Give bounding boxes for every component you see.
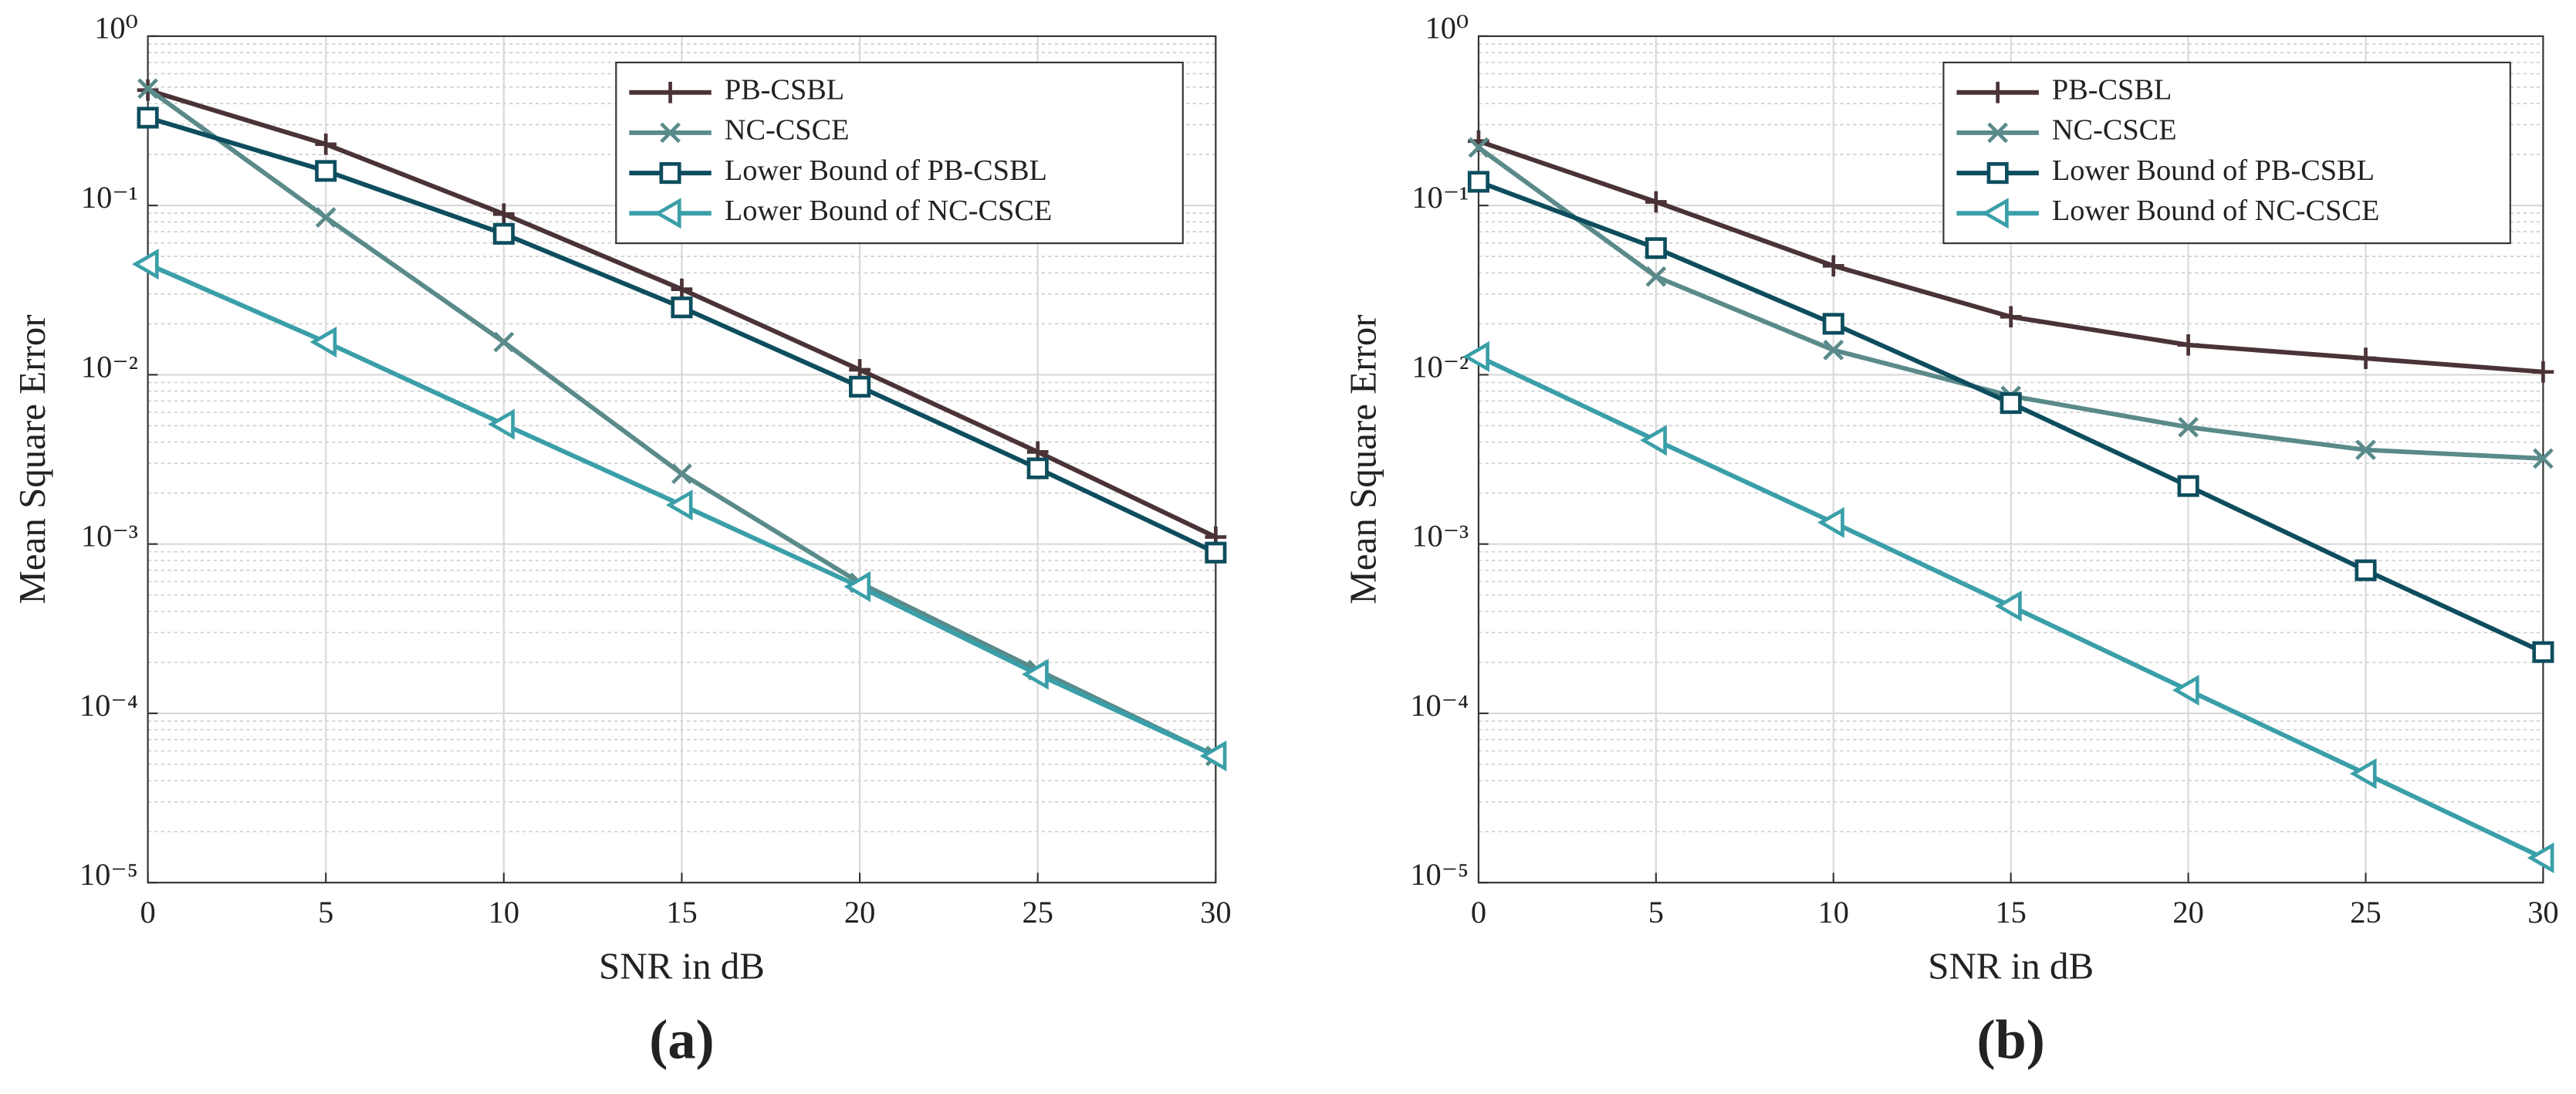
y-tick-label: 10⁻² bbox=[81, 349, 138, 384]
marker bbox=[315, 207, 336, 228]
x-tick-label: 15 bbox=[666, 895, 697, 930]
legend-label: Lower Bound of NC-CSCE bbox=[2052, 195, 2379, 227]
marker bbox=[1462, 340, 1489, 372]
x-tick-label: 20 bbox=[844, 895, 875, 930]
x-tick-label: 20 bbox=[2172, 895, 2203, 930]
x-tick-label: 25 bbox=[1022, 895, 1053, 930]
x-tick-label: 0 bbox=[1471, 895, 1486, 930]
x-tick-label: 30 bbox=[2527, 895, 2558, 930]
marker bbox=[2532, 641, 2554, 663]
marker bbox=[2000, 306, 2022, 328]
axes-box bbox=[147, 35, 1217, 884]
marker bbox=[1987, 122, 2009, 144]
marker bbox=[492, 222, 515, 245]
marker bbox=[2000, 392, 2022, 415]
y-tick-label: 10⁻¹ bbox=[1411, 180, 1469, 215]
legend-label: Lower Bound of PB-CSBL bbox=[725, 154, 1047, 187]
marker bbox=[1199, 740, 1227, 772]
y-tick-label: 10⁻⁵ bbox=[79, 857, 138, 892]
marker bbox=[2178, 416, 2199, 438]
x-tick-label: 10 bbox=[488, 895, 519, 930]
marker bbox=[1467, 171, 1489, 193]
y-tick-label: 10⁻⁵ bbox=[1410, 857, 1469, 892]
x-axis-label: SNR in dB bbox=[599, 944, 765, 987]
marker bbox=[1995, 591, 2022, 622]
marker bbox=[843, 571, 871, 602]
legend-label: PB-CSBL bbox=[2052, 74, 2172, 107]
marker bbox=[131, 249, 159, 280]
y-axis-label: Mean Square Error bbox=[1341, 314, 1384, 604]
x-tick-label: 10 bbox=[1818, 895, 1849, 930]
marker bbox=[1026, 457, 1049, 479]
legend-label: Lower Bound of NC-CSCE bbox=[725, 195, 1052, 227]
marker bbox=[2177, 475, 2199, 497]
marker bbox=[2177, 334, 2199, 356]
caption: (a) bbox=[649, 1009, 714, 1071]
marker bbox=[671, 296, 693, 319]
marker bbox=[671, 463, 692, 485]
marker bbox=[2355, 439, 2376, 461]
marker bbox=[1986, 81, 2009, 103]
caption: (b) bbox=[1976, 1009, 2044, 1071]
marker bbox=[1645, 237, 1667, 259]
marker bbox=[659, 81, 681, 103]
y-tick-label: 10⁻⁴ bbox=[1410, 688, 1469, 723]
y-tick-label: 10⁻² bbox=[1411, 349, 1469, 384]
marker bbox=[1817, 506, 1844, 538]
marker bbox=[2533, 448, 2554, 469]
marker bbox=[315, 160, 337, 182]
marker bbox=[660, 122, 681, 144]
marker bbox=[2527, 842, 2554, 874]
marker bbox=[1022, 659, 1049, 690]
marker bbox=[1822, 313, 1844, 335]
y-tick-label: 10⁻⁴ bbox=[79, 688, 138, 723]
legend-label: Lower Bound of PB-CSBL bbox=[2052, 154, 2375, 187]
marker bbox=[1640, 425, 1667, 456]
marker bbox=[654, 198, 681, 229]
legend-label: NC-CSCE bbox=[725, 114, 850, 147]
y-tick-label: 10⁰ bbox=[1425, 11, 1469, 46]
x-tick-label: 5 bbox=[1648, 895, 1664, 930]
marker bbox=[488, 408, 515, 440]
y-axis-label: Mean Square Error bbox=[11, 314, 53, 604]
marker bbox=[2349, 758, 2377, 790]
marker bbox=[2355, 559, 2377, 581]
marker bbox=[137, 107, 159, 129]
marker bbox=[493, 331, 515, 353]
y-tick-label: 10⁰ bbox=[94, 11, 138, 46]
x-tick-label: 5 bbox=[318, 895, 333, 930]
x-tick-label: 0 bbox=[140, 895, 155, 930]
y-tick-label: 10⁻¹ bbox=[81, 180, 138, 215]
legend-label: NC-CSCE bbox=[2052, 114, 2177, 147]
marker bbox=[1982, 198, 2009, 229]
marker bbox=[2172, 674, 2199, 706]
marker bbox=[1468, 137, 1489, 158]
marker bbox=[1205, 541, 1227, 564]
marker bbox=[2355, 347, 2377, 369]
marker bbox=[315, 133, 337, 155]
marker bbox=[849, 375, 871, 398]
marker bbox=[2532, 361, 2554, 383]
marker bbox=[137, 78, 158, 100]
marker bbox=[493, 203, 515, 225]
marker bbox=[1986, 162, 2009, 185]
x-axis-label: SNR in dB bbox=[1928, 944, 2094, 987]
y-tick-label: 10⁻³ bbox=[81, 519, 138, 554]
x-tick-label: 30 bbox=[1200, 895, 1231, 930]
marker bbox=[1645, 266, 1667, 287]
marker bbox=[659, 162, 681, 185]
x-tick-label: 25 bbox=[2350, 895, 2381, 930]
x-tick-label: 15 bbox=[1995, 895, 2026, 930]
marker bbox=[1823, 339, 1844, 361]
legend-label: PB-CSBL bbox=[725, 74, 844, 107]
marker bbox=[665, 489, 693, 521]
marker bbox=[1645, 191, 1667, 213]
y-tick-label: 10⁻³ bbox=[1411, 519, 1469, 554]
marker bbox=[1822, 255, 1844, 277]
marker bbox=[671, 278, 693, 300]
marker bbox=[309, 327, 337, 358]
